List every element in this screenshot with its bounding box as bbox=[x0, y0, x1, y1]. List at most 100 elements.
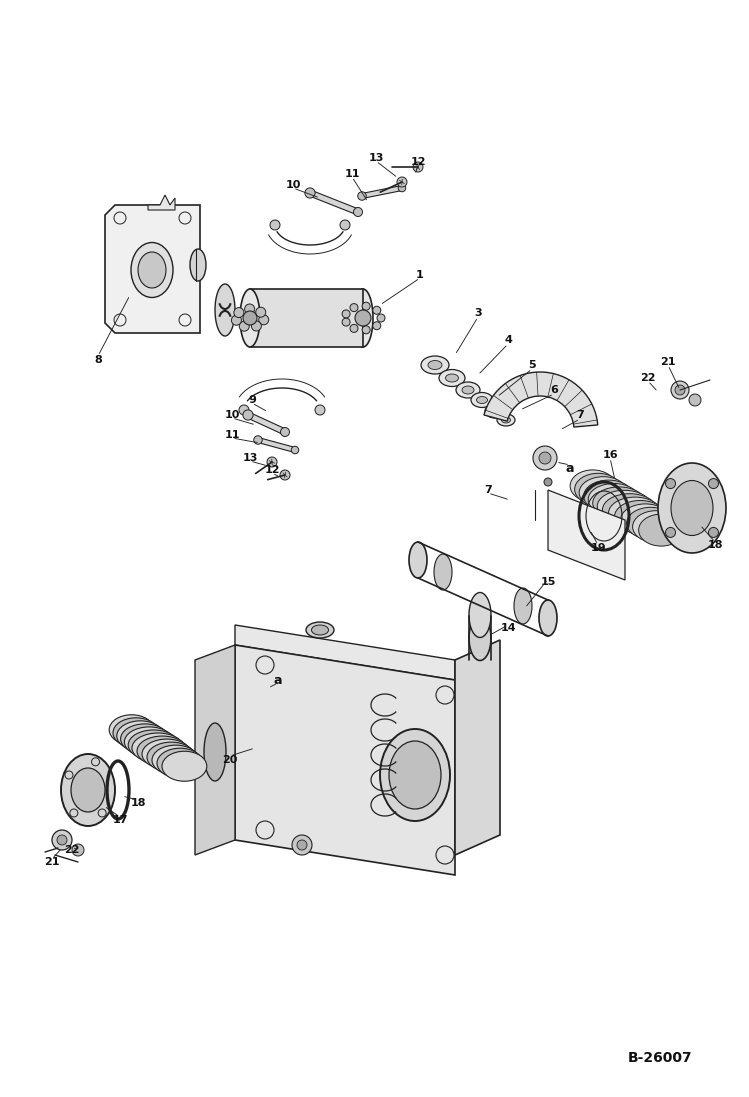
Circle shape bbox=[255, 307, 266, 317]
Ellipse shape bbox=[137, 736, 188, 766]
Text: 5: 5 bbox=[528, 360, 536, 370]
Ellipse shape bbox=[353, 289, 373, 347]
Ellipse shape bbox=[439, 370, 465, 386]
Ellipse shape bbox=[497, 414, 515, 426]
Polygon shape bbox=[235, 645, 455, 875]
Ellipse shape bbox=[312, 625, 329, 635]
Circle shape bbox=[533, 446, 557, 470]
Ellipse shape bbox=[190, 249, 206, 281]
Circle shape bbox=[354, 207, 363, 216]
Circle shape bbox=[243, 312, 257, 325]
Ellipse shape bbox=[434, 554, 452, 590]
Polygon shape bbox=[548, 490, 625, 580]
Circle shape bbox=[52, 830, 72, 850]
Circle shape bbox=[72, 844, 84, 856]
Ellipse shape bbox=[131, 242, 173, 297]
Circle shape bbox=[57, 835, 67, 845]
Circle shape bbox=[398, 184, 406, 192]
Ellipse shape bbox=[476, 396, 488, 404]
Circle shape bbox=[243, 410, 253, 420]
Circle shape bbox=[355, 310, 371, 326]
Ellipse shape bbox=[421, 357, 449, 374]
Text: 12: 12 bbox=[264, 465, 279, 475]
Polygon shape bbox=[235, 625, 455, 680]
Text: 3: 3 bbox=[474, 308, 482, 318]
Ellipse shape bbox=[215, 284, 235, 336]
Ellipse shape bbox=[142, 739, 192, 769]
Circle shape bbox=[373, 321, 380, 330]
Text: 13: 13 bbox=[369, 152, 383, 163]
Circle shape bbox=[231, 315, 241, 325]
Text: 6: 6 bbox=[550, 385, 558, 395]
Ellipse shape bbox=[608, 497, 661, 529]
Ellipse shape bbox=[124, 727, 174, 757]
Ellipse shape bbox=[138, 252, 166, 289]
Ellipse shape bbox=[485, 404, 505, 418]
Circle shape bbox=[671, 381, 689, 399]
Circle shape bbox=[258, 315, 269, 325]
Ellipse shape bbox=[490, 407, 500, 415]
Circle shape bbox=[666, 478, 676, 488]
Polygon shape bbox=[455, 640, 500, 855]
Text: 13: 13 bbox=[243, 453, 258, 463]
Text: 8: 8 bbox=[94, 355, 102, 365]
Ellipse shape bbox=[117, 721, 164, 750]
Ellipse shape bbox=[583, 480, 634, 512]
Circle shape bbox=[362, 326, 370, 333]
Ellipse shape bbox=[633, 511, 679, 543]
Ellipse shape bbox=[380, 730, 450, 821]
Ellipse shape bbox=[570, 470, 616, 502]
Text: 16: 16 bbox=[602, 450, 618, 460]
Text: 22: 22 bbox=[640, 373, 656, 383]
Ellipse shape bbox=[514, 588, 532, 624]
Ellipse shape bbox=[152, 745, 199, 776]
Circle shape bbox=[239, 321, 249, 331]
Text: 18: 18 bbox=[130, 798, 146, 808]
Ellipse shape bbox=[428, 361, 442, 370]
Text: 4: 4 bbox=[504, 335, 512, 344]
Ellipse shape bbox=[658, 463, 726, 553]
Polygon shape bbox=[246, 412, 286, 434]
Text: 18: 18 bbox=[707, 540, 723, 550]
Text: 9: 9 bbox=[248, 395, 256, 405]
Ellipse shape bbox=[162, 751, 207, 781]
Wedge shape bbox=[484, 372, 598, 427]
Ellipse shape bbox=[639, 514, 684, 546]
Circle shape bbox=[234, 307, 244, 317]
Ellipse shape bbox=[132, 733, 184, 764]
Ellipse shape bbox=[471, 393, 493, 407]
Polygon shape bbox=[148, 195, 175, 210]
Ellipse shape bbox=[121, 724, 169, 754]
Ellipse shape bbox=[469, 615, 491, 660]
Text: 15: 15 bbox=[540, 577, 556, 587]
Ellipse shape bbox=[627, 507, 675, 540]
Text: 7: 7 bbox=[484, 485, 492, 495]
Ellipse shape bbox=[462, 386, 474, 394]
Text: 21: 21 bbox=[661, 357, 676, 367]
Ellipse shape bbox=[389, 740, 441, 808]
Circle shape bbox=[280, 428, 290, 437]
Circle shape bbox=[340, 220, 350, 230]
Circle shape bbox=[544, 478, 552, 486]
Circle shape bbox=[280, 470, 290, 480]
Text: 14: 14 bbox=[500, 623, 516, 633]
Circle shape bbox=[362, 302, 370, 310]
Ellipse shape bbox=[409, 542, 427, 578]
Text: 10: 10 bbox=[285, 180, 300, 190]
Circle shape bbox=[675, 385, 685, 395]
Circle shape bbox=[413, 162, 423, 172]
Circle shape bbox=[373, 306, 380, 314]
Ellipse shape bbox=[204, 723, 226, 781]
Circle shape bbox=[666, 528, 676, 538]
Ellipse shape bbox=[157, 748, 203, 778]
Circle shape bbox=[350, 304, 358, 312]
Circle shape bbox=[342, 309, 350, 318]
Ellipse shape bbox=[621, 504, 670, 536]
Text: 10: 10 bbox=[224, 410, 240, 420]
Ellipse shape bbox=[240, 289, 260, 347]
Text: 1: 1 bbox=[416, 270, 424, 280]
Text: 21: 21 bbox=[44, 857, 60, 867]
Text: 20: 20 bbox=[222, 755, 237, 765]
Circle shape bbox=[397, 177, 407, 186]
Polygon shape bbox=[258, 438, 296, 452]
